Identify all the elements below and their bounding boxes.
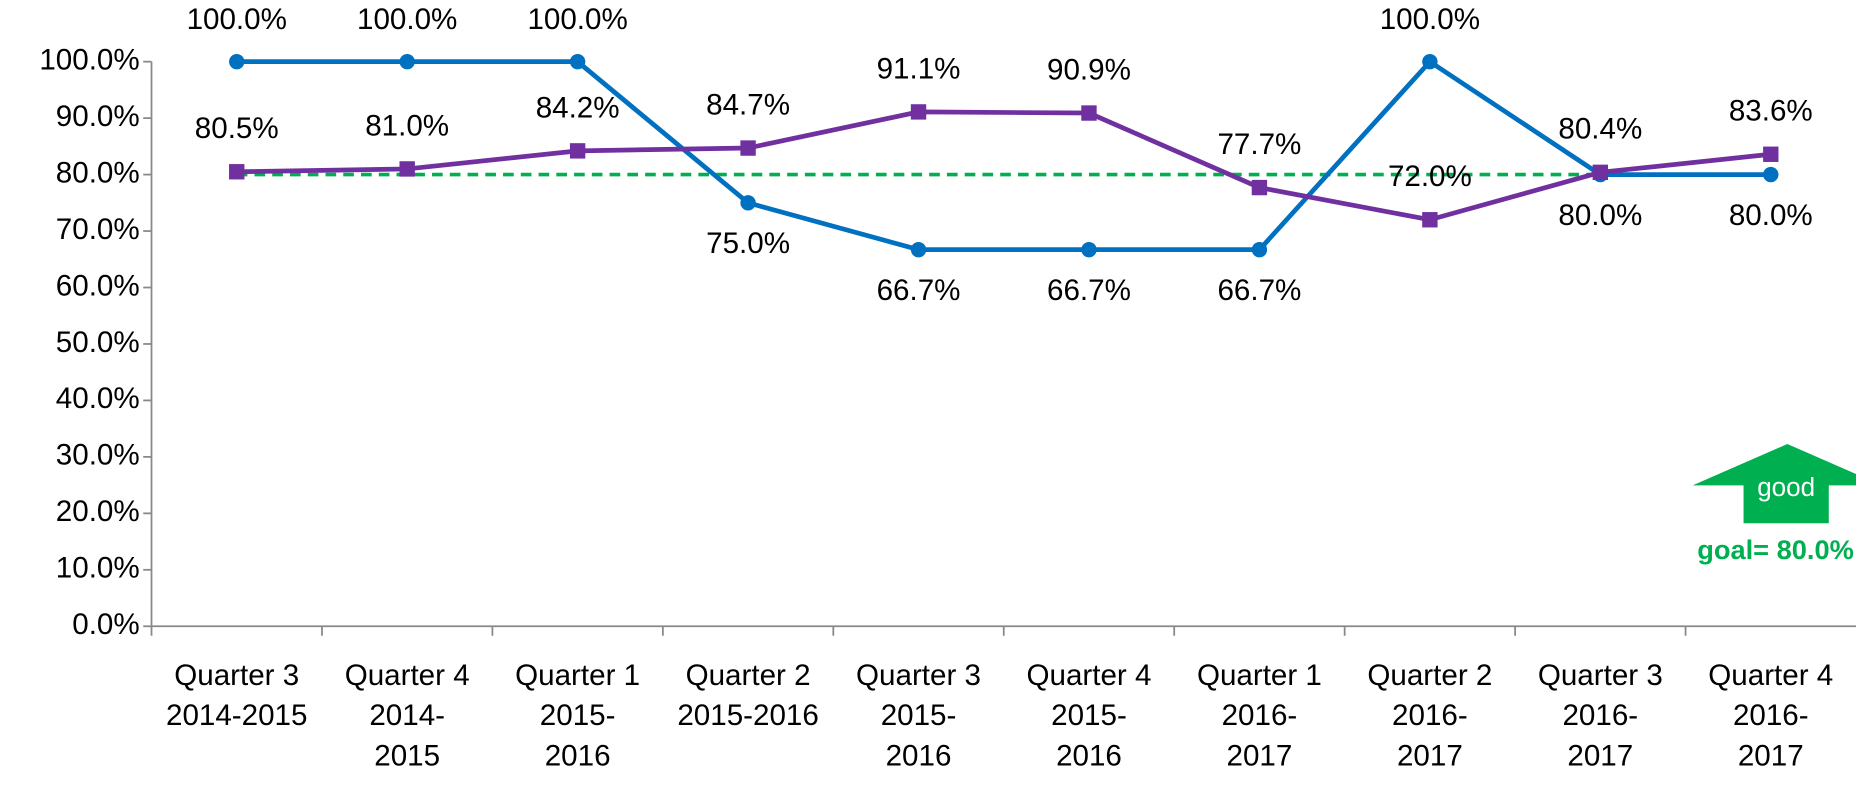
x-tick-label: Quarter 3 bbox=[856, 659, 981, 692]
point bbox=[740, 195, 756, 211]
y-tick-label: 10.0% bbox=[56, 552, 140, 585]
x-tick-label: 2016- bbox=[1562, 699, 1638, 732]
point bbox=[910, 104, 927, 120]
data-label: 72.0% bbox=[1388, 160, 1472, 193]
point bbox=[1251, 241, 1268, 258]
x-tick-label: 2016 bbox=[886, 739, 952, 772]
x-tick-label: Quarter 3 bbox=[174, 659, 299, 692]
x-tick-label: 2017 bbox=[1738, 739, 1804, 772]
point bbox=[740, 140, 756, 156]
data-label: 84.7% bbox=[706, 88, 790, 121]
goal-label: goal= 80.0% bbox=[1697, 534, 1854, 565]
x-tick-label: 2014- bbox=[369, 699, 445, 732]
x-tick-label: 2014-2015 bbox=[166, 699, 307, 732]
x-tick-label: 2016 bbox=[1056, 739, 1122, 772]
x-tick-label: Quarter 4 bbox=[1027, 659, 1152, 692]
data-label: 80.0% bbox=[1558, 199, 1642, 232]
point bbox=[1251, 179, 1268, 196]
data-label: 66.7% bbox=[1047, 274, 1131, 307]
x-tick-label: Quarter 3 bbox=[1538, 659, 1663, 692]
data-label: 100.0% bbox=[1380, 3, 1480, 36]
data-label: 83.6% bbox=[1729, 95, 1813, 128]
y-tick-label: 50.0% bbox=[56, 326, 140, 359]
data-label: 84.2% bbox=[536, 91, 620, 124]
x-tick-label: Quarter 4 bbox=[1708, 659, 1833, 692]
x-tick-label: 2015- bbox=[540, 699, 616, 732]
y-tick-label: 40.0% bbox=[56, 382, 140, 415]
point bbox=[1763, 166, 1779, 183]
x-tick-label: 2017 bbox=[1227, 739, 1293, 772]
y-tick-label: 0.0% bbox=[72, 608, 139, 641]
series-line bbox=[236, 109, 1772, 223]
x-tick-label: 2015 bbox=[374, 739, 440, 772]
point bbox=[1081, 105, 1097, 121]
data-label: 66.7% bbox=[877, 274, 961, 307]
x-tick-label: 2015- bbox=[1051, 699, 1127, 732]
point bbox=[910, 241, 927, 258]
point bbox=[399, 53, 415, 70]
y-tick-label: 60.0% bbox=[56, 269, 140, 302]
point bbox=[569, 53, 586, 70]
x-tick-label: 2016- bbox=[1222, 699, 1298, 732]
x-tick-label: 2017 bbox=[1397, 739, 1463, 772]
point bbox=[1763, 146, 1779, 162]
series-line bbox=[236, 58, 1771, 253]
x-tick-label: Quarter 1 bbox=[1197, 659, 1322, 692]
data-label: 75.0% bbox=[706, 227, 790, 260]
point bbox=[229, 164, 245, 180]
data-label: 81.0% bbox=[365, 109, 449, 142]
point bbox=[399, 161, 415, 177]
data-label: 100.0% bbox=[527, 3, 627, 36]
x-tick-label: 2016- bbox=[1733, 699, 1809, 732]
arrow-label: good bbox=[1757, 472, 1815, 502]
point bbox=[1422, 53, 1438, 70]
y-tick-label: 100.0% bbox=[39, 43, 139, 76]
y-tick-label: 80.0% bbox=[56, 156, 140, 189]
data-label: 90.9% bbox=[1047, 53, 1131, 86]
point bbox=[1422, 212, 1438, 228]
x-tick-label: 2017 bbox=[1567, 739, 1633, 772]
x-tick-label: Quarter 2 bbox=[1367, 659, 1492, 692]
data-label: 80.4% bbox=[1558, 113, 1642, 146]
data-label: 100.0% bbox=[187, 3, 287, 36]
y-tick-label: 70.0% bbox=[56, 213, 140, 246]
good-arrow bbox=[1692, 443, 1856, 524]
data-label: 91.1% bbox=[877, 52, 961, 85]
x-tick-label: 2015- bbox=[881, 699, 957, 732]
y-tick-label: 90.0% bbox=[56, 100, 140, 133]
y-tick-label: 20.0% bbox=[56, 495, 140, 528]
data-label: 80.5% bbox=[195, 112, 279, 145]
point bbox=[1081, 241, 1097, 258]
x-tick-label: Quarter 2 bbox=[686, 659, 811, 692]
data-label: 80.0% bbox=[1729, 199, 1813, 232]
x-tick-label: 2015-2016 bbox=[677, 699, 818, 732]
x-tick-label: Quarter 1 bbox=[515, 659, 640, 692]
x-tick-label: Quarter 4 bbox=[345, 659, 470, 692]
y-tick-label: 30.0% bbox=[56, 439, 140, 472]
x-tick-label: 2016- bbox=[1392, 699, 1468, 732]
x-tick-label: 2016 bbox=[545, 739, 611, 772]
data-label: 66.7% bbox=[1217, 274, 1301, 307]
point bbox=[569, 143, 586, 159]
point bbox=[229, 53, 245, 70]
data-label: 77.7% bbox=[1217, 128, 1301, 161]
data-label: 100.0% bbox=[357, 3, 457, 36]
point bbox=[1592, 164, 1609, 181]
